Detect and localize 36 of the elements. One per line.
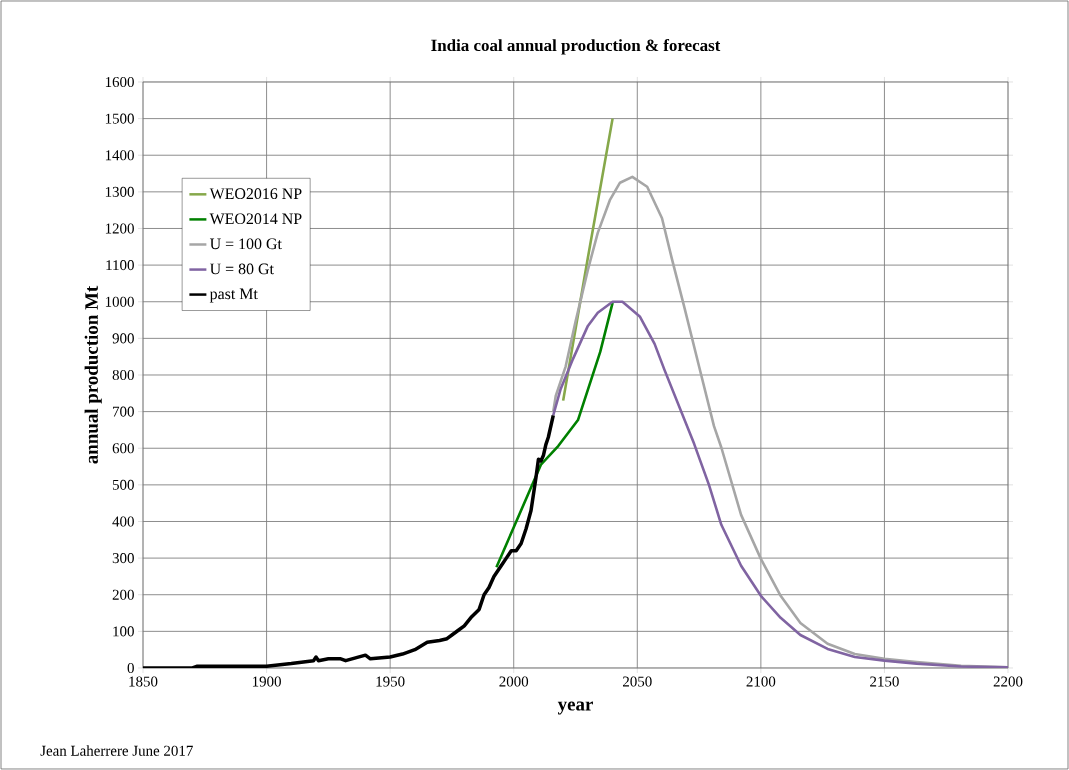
y-tick-label: 500 [112, 479, 134, 490]
y-tick-label: 400 [112, 516, 134, 527]
y-tick-label: 700 [113, 406, 134, 417]
text: Jean Laherrere June 2017 [40, 745, 193, 756]
legend-label: U = 80 Gt [209, 263, 274, 275]
y-tick-label: 900 [112, 333, 134, 344]
x-tick-label: 2150 [870, 676, 899, 687]
line-series [495, 301, 614, 569]
y-tick-label: 1500 [105, 113, 134, 124]
y-tick-label: 1400 [105, 150, 134, 161]
y-tick-label: 1000 [105, 296, 134, 307]
chart-title: India coal annual production & forecast [431, 38, 721, 55]
x-axis-title: year [557, 701, 593, 715]
y-tick-label: 1100 [106, 260, 134, 271]
y-tick-label: 0 [127, 662, 134, 674]
x-tick-label: 1850 [129, 676, 158, 687]
legend-label: past Mt [209, 288, 258, 303]
y-tick-label: 800 [112, 369, 134, 381]
line-series [143, 413, 556, 668]
y-tick-label: 100 [113, 626, 134, 637]
y-tick-label: 300 [112, 553, 134, 564]
y-axis-title: annual production Mt [84, 285, 102, 464]
y-tick-label: 1200 [105, 223, 134, 234]
y-tick-label: 1600 [105, 76, 134, 88]
y-tick-label: 600 [112, 443, 134, 454]
legend-label: WEO2016 NP [209, 188, 302, 200]
x-tick-label: 2050 [623, 676, 652, 687]
y-tick-label: 200 [112, 589, 134, 600]
x-tick-label: 2000 [499, 676, 529, 687]
x-tick-label: 2200 [993, 676, 1023, 687]
x-tick-label: 2100 [746, 676, 776, 687]
legend-label: WEO2014 NP [209, 213, 302, 225]
y-tick-label: 1300 [105, 186, 134, 197]
x-tick-label: 1950 [376, 676, 405, 687]
x-tick-label: 1900 [252, 676, 281, 687]
legend-label: U = 100 Gt [209, 238, 282, 250]
